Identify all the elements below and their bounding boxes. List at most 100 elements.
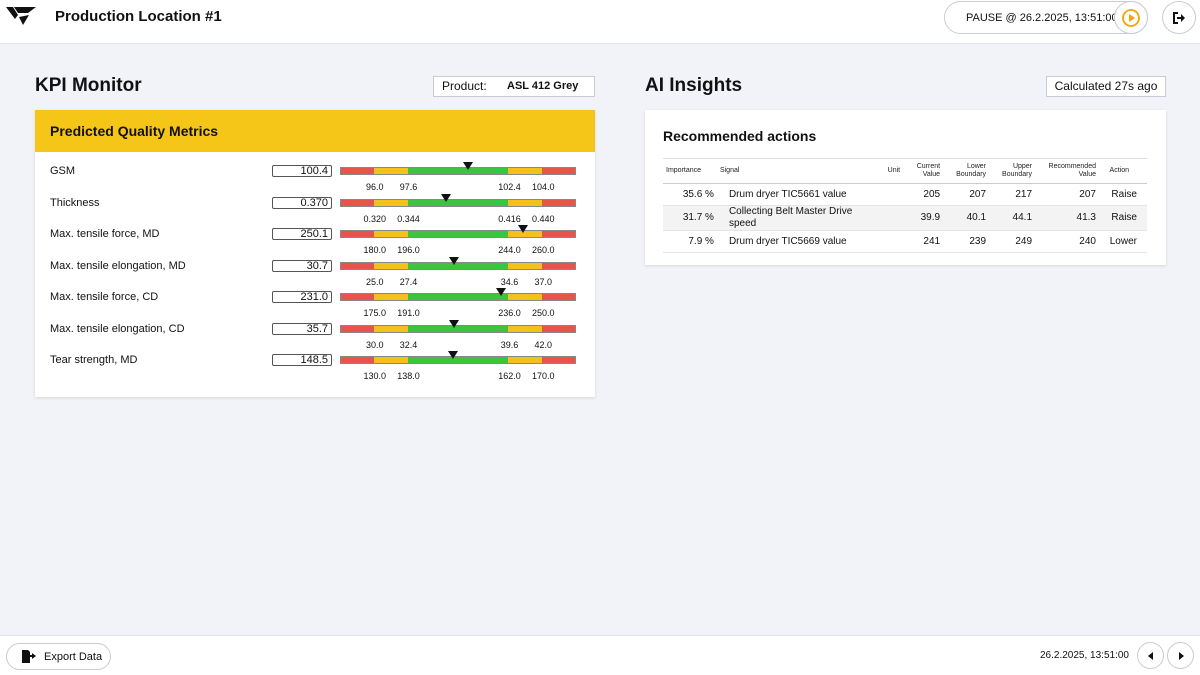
unit-cell xyxy=(884,205,904,231)
metric-value-field: 250.1 xyxy=(272,228,332,240)
metric-label: GSM xyxy=(50,165,76,177)
gauge-tick-label: 0.344 xyxy=(397,213,420,224)
gauge-tick-label: 180.0 xyxy=(363,245,386,255)
next-button[interactable] xyxy=(1167,642,1194,669)
lower-boundary-cell: 239 xyxy=(943,230,990,253)
gauge-segment-yellow xyxy=(374,325,408,332)
gauge-tick-label: 42.0 xyxy=(534,339,553,350)
predicted-quality-card: Predicted Quality Metrics GSM 100.4 96.0 97… xyxy=(35,110,595,397)
metric-label: Tear strength, MD xyxy=(50,354,138,366)
recommended-actions-card: Recommended actions Importance Signal Un… xyxy=(645,110,1166,265)
recommended-value-cell: 207 xyxy=(1035,183,1099,206)
gauge-segment-red xyxy=(341,262,375,269)
pause-status-button[interactable]: PAUSE @ 26.2.2025, 13:51:00 xyxy=(944,1,1148,34)
gauge-tick-label: 97.6 xyxy=(399,182,418,192)
gauge-segment-green xyxy=(407,231,509,237)
table-header-row: Importance Signal Unit Current Value Low… xyxy=(663,158,1147,184)
signal-cell: Collecting Belt Master Drive speed xyxy=(716,205,885,231)
top-bar: Production Location #1 PAUSE @ 26.2.2025… xyxy=(0,0,1200,44)
metric-value-field: 231.0 xyxy=(272,291,332,303)
table-row[interactable]: 7.9 % Drum dryer TIC5669 value 241 239 2… xyxy=(663,230,1147,253)
footer-timestamp: 26.2.2025, 13:51:00 xyxy=(1040,650,1129,661)
play-circle-icon xyxy=(1122,8,1140,27)
metric-label: Max. tensile elongation, MD xyxy=(50,259,186,272)
gauge-segment-red xyxy=(341,325,375,332)
metric-label: Max. tensile elongation, CD xyxy=(50,322,185,335)
gauge-segment-yellow xyxy=(374,168,408,174)
unit-cell xyxy=(884,230,904,253)
ai-section-title: AI Insights xyxy=(645,75,743,96)
recommended-value-cell: 240 xyxy=(1035,230,1099,253)
logout-button[interactable] xyxy=(1162,1,1196,34)
play-button[interactable] xyxy=(1114,1,1148,34)
tolerance-gauge: 25.0 27.4 34.6 37.0 xyxy=(340,256,576,287)
gauge-segment-yellow xyxy=(374,357,408,363)
export-data-label: Export Data xyxy=(44,651,103,663)
table-row[interactable]: 31.7 % Collecting Belt Master Drive spee… xyxy=(663,205,1147,231)
current-value-cell: 205 xyxy=(903,183,944,206)
current-value-cell: 39.9 xyxy=(903,205,944,231)
gauge-marker-icon xyxy=(448,351,459,359)
gauge-segment-yellow xyxy=(508,199,542,206)
gauge-segment-yellow xyxy=(508,325,542,332)
gauge-segment-yellow xyxy=(508,262,542,269)
kpi-section-title: KPI Monitor xyxy=(35,75,142,96)
column-header: Lower Boundary xyxy=(943,158,990,184)
metric-value-field: 0.370 xyxy=(272,196,332,209)
gauge-segment-yellow xyxy=(374,231,408,237)
metric-value-field: 100.4 xyxy=(272,165,332,177)
gauge-tick-label: 175.0 xyxy=(363,308,386,318)
gauge-tick-label: 196.0 xyxy=(397,245,420,255)
gauge-marker-icon xyxy=(463,162,474,170)
tolerance-gauge: 96.0 97.6 102.4 104.0 xyxy=(340,162,576,192)
column-header: Signal xyxy=(716,158,885,184)
gauge-segment-yellow xyxy=(508,357,542,363)
product-label: Product: xyxy=(442,79,487,93)
metric-row: Max. tensile elongation, MD 30.7 25.0 27.4 3… xyxy=(35,256,595,291)
upper-boundary-cell: 249 xyxy=(989,230,1036,253)
gauge-segment-green xyxy=(407,357,509,363)
gauge-segment-red xyxy=(341,168,375,174)
gauge-tick-label: 236.0 xyxy=(498,308,521,318)
card-title: Predicted Quality Metrics xyxy=(50,123,219,139)
gauge-tick-label: 138.0 xyxy=(397,371,420,381)
gauge-segment-red xyxy=(541,262,575,269)
column-header: Importance xyxy=(663,158,717,184)
metric-row: Max. tensile elongation, CD 35.7 30.0 32.4 3… xyxy=(35,319,595,354)
table-row[interactable]: 35.6 % Drum dryer TIC5661 value 205 207 … xyxy=(663,183,1147,206)
previous-button[interactable] xyxy=(1137,642,1164,669)
metric-value-field: 148.5 xyxy=(272,354,332,366)
column-header: Unit xyxy=(884,158,904,184)
signal-cell: Drum dryer TIC5661 value xyxy=(716,183,885,206)
gauge-tick-label: 260.0 xyxy=(531,245,555,255)
metric-row: Tear strength, MD 148.5 130.0 138.0 162.0 170… xyxy=(35,351,595,385)
gauge-tick-label: 191.0 xyxy=(397,308,420,318)
gauge-tick-label: 25.0 xyxy=(365,276,384,287)
recommendations-table: Importance Signal Unit Current Value Low… xyxy=(663,158,1147,253)
signal-cell: Drum dryer TIC5669 value xyxy=(716,230,885,253)
export-data-button[interactable]: Export Data xyxy=(6,643,111,670)
tolerance-gauge: 175.0 191.0 236.0 250.0 xyxy=(340,288,576,318)
gauge-marker-icon xyxy=(449,319,460,328)
gauge-tick-label: 104.0 xyxy=(531,182,555,192)
product-selector[interactable]: Product: ASL 412 Grey xyxy=(433,76,595,97)
gauge-tick-label: 170.0 xyxy=(531,371,555,381)
importance-cell: 35.6 % xyxy=(663,183,717,206)
gauge-tick-label: 0.440 xyxy=(531,213,555,224)
gauge-marker-icon xyxy=(517,225,528,233)
product-value: ASL 412 Grey xyxy=(507,80,579,92)
action-cell: Raise xyxy=(1098,183,1147,206)
gauge-marker-icon xyxy=(441,193,452,202)
action-cell: Raise xyxy=(1098,205,1147,231)
gauge-segment-green xyxy=(407,262,509,269)
metric-row: GSM 100.4 96.0 97.6 102.4 104.0 xyxy=(35,162,595,196)
app-title: Production Location #1 xyxy=(55,8,222,25)
chevron-left-icon xyxy=(1147,651,1153,660)
gauge-segment-yellow xyxy=(374,262,408,269)
importance-cell: 7.9 % xyxy=(663,230,717,253)
unit-cell xyxy=(884,183,904,206)
gauge-tick-label: 30.0 xyxy=(365,339,384,350)
gauge-tick-label: 0.416 xyxy=(498,213,521,224)
gauge-tick-label: 34.6 xyxy=(500,276,519,287)
action-cell: Lower xyxy=(1098,230,1147,253)
